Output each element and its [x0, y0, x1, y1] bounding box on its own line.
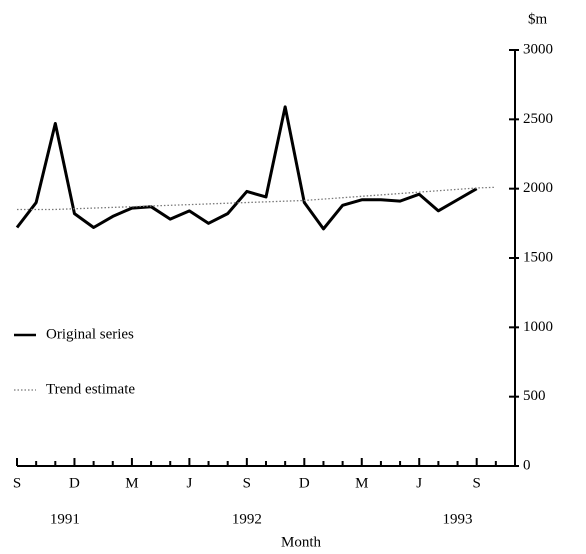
x-tick-label: S — [243, 475, 251, 491]
y-tick-label: 0 — [523, 457, 531, 473]
series-line — [15, 105, 478, 231]
x-tick-label: J — [416, 475, 422, 491]
x-tick-label: M — [355, 475, 368, 491]
unit-label: $m — [528, 11, 548, 27]
series-line — [17, 186, 496, 211]
x-tick-label: J — [186, 475, 192, 491]
x-axis-label: Month — [281, 534, 322, 550]
x-tick-label: S — [473, 475, 481, 491]
y-tick-label: 1000 — [523, 319, 553, 335]
year-label: 1992 — [232, 511, 262, 527]
x-tick-label: D — [69, 475, 80, 491]
y-tick-label: 2000 — [523, 180, 553, 196]
legend-label: Original series — [46, 326, 134, 342]
x-tick-label: D — [299, 475, 310, 491]
y-tick-label: 2500 — [523, 111, 553, 127]
year-label: 1991 — [50, 511, 80, 527]
year-label: 1993 — [443, 511, 473, 527]
y-tick-label: 3000 — [523, 41, 553, 57]
x-tick-label: M — [125, 475, 138, 491]
x-tick-label: S — [13, 475, 21, 491]
legend-label: Trend estimate — [46, 381, 135, 397]
y-tick-label: 1500 — [523, 249, 553, 265]
y-tick-label: 500 — [523, 388, 546, 404]
